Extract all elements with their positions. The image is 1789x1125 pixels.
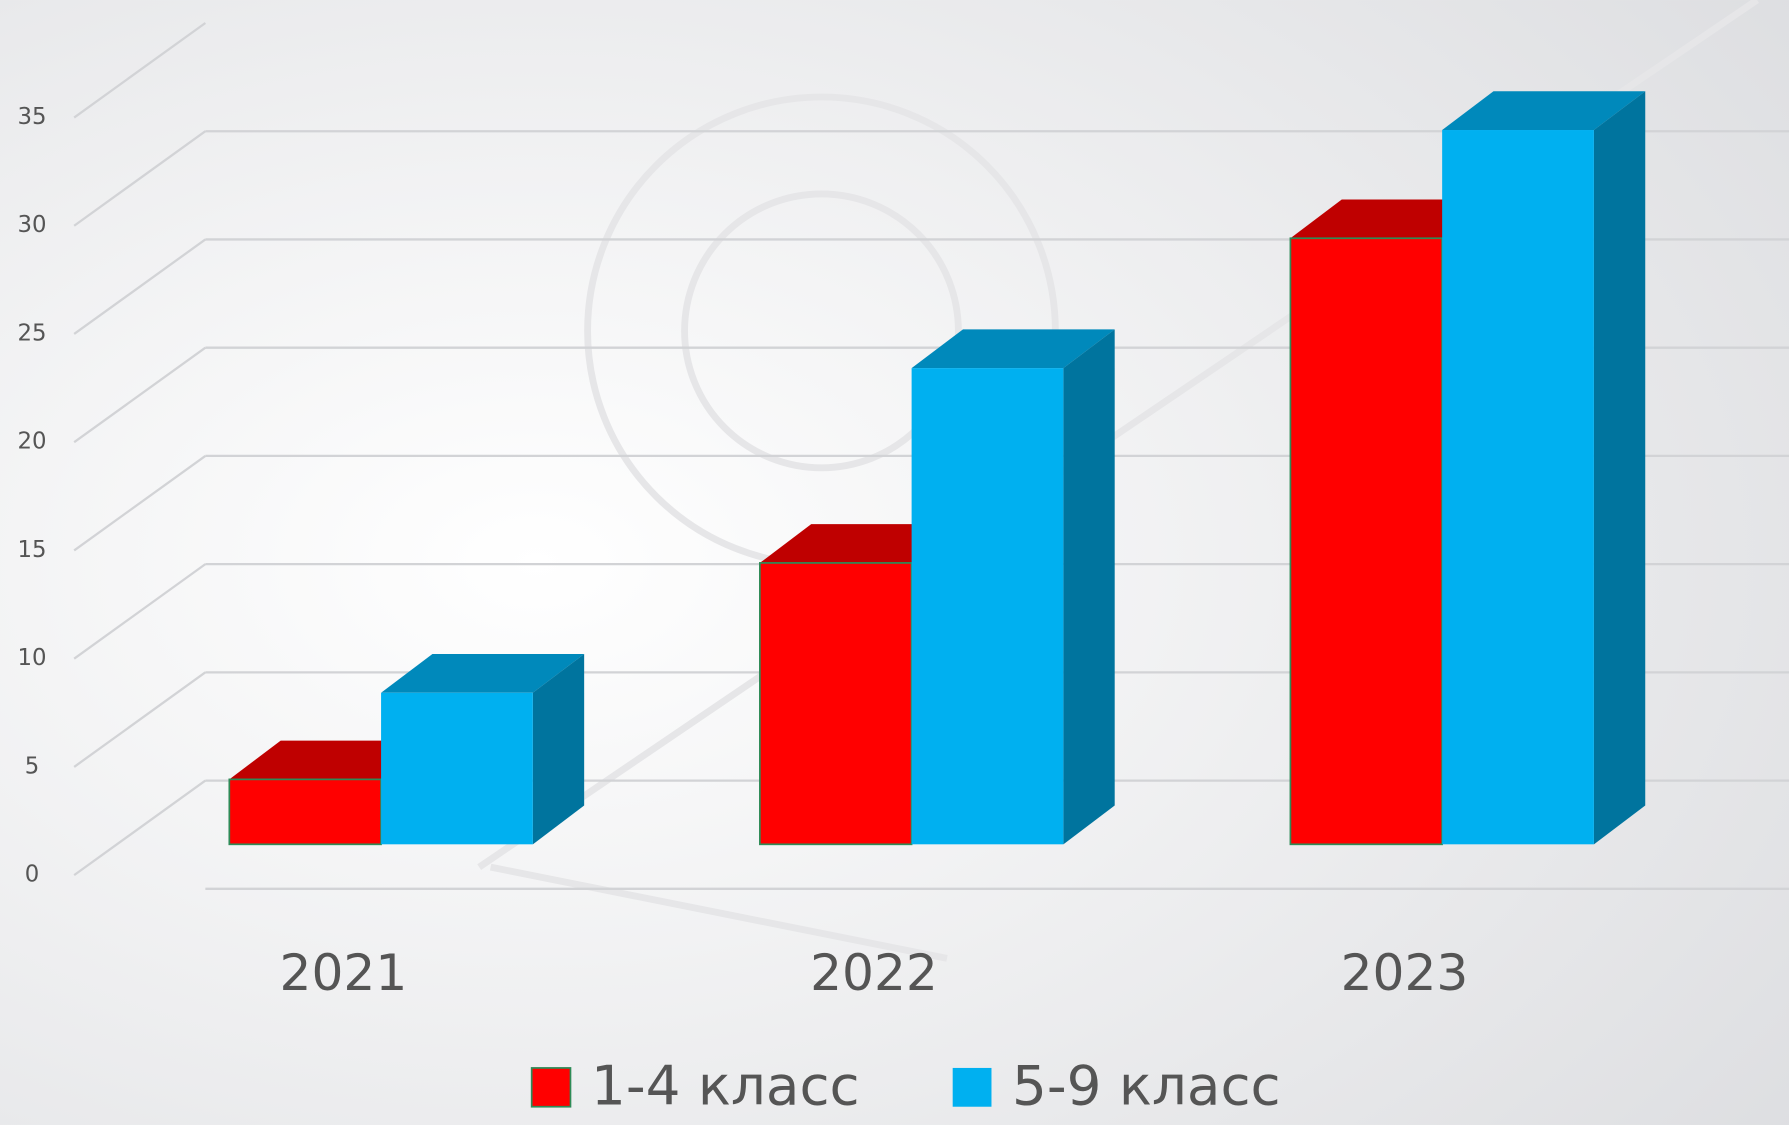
bar-front — [1290, 238, 1442, 844]
bar-front — [760, 563, 912, 844]
bar — [912, 329, 1115, 844]
y-tick-label: 10 — [17, 645, 46, 671]
bar-front — [381, 693, 533, 845]
bar-front — [229, 779, 381, 844]
page: 0 5 10 15 20 25 30 35 2021 2022 2023 1-4 класс 5-9 к… — [0, 0, 1789, 1125]
y-tick-label: 15 — [17, 537, 46, 563]
x-tick-label: 2021 — [280, 943, 408, 1002]
bar-side — [1594, 91, 1645, 844]
chart: 0 5 10 15 20 25 30 35 2021 2022 2023 1-4 класс 5-9 к… — [0, 0, 1789, 1125]
bar-side — [1063, 329, 1114, 844]
y-tick-label: 25 — [17, 320, 46, 346]
y-tick-label: 30 — [17, 212, 46, 238]
legend-label: 1-4 класс — [591, 1054, 860, 1118]
y-tick-label: 35 — [17, 104, 46, 130]
y-tick-label: 5 — [25, 753, 40, 779]
legend-swatch — [953, 1068, 992, 1107]
bar — [1442, 91, 1645, 844]
bar-front — [1442, 130, 1594, 844]
x-tick-label: 2023 — [1341, 943, 1469, 1002]
x-tick-label: 2022 — [810, 943, 938, 1002]
bar — [381, 654, 584, 844]
legend-label: 5-9 класс — [1012, 1054, 1281, 1118]
y-tick-label: 0 — [25, 862, 40, 888]
y-tick-label: 20 — [17, 429, 46, 455]
bar-front — [912, 368, 1064, 844]
legend-swatch — [532, 1068, 571, 1107]
